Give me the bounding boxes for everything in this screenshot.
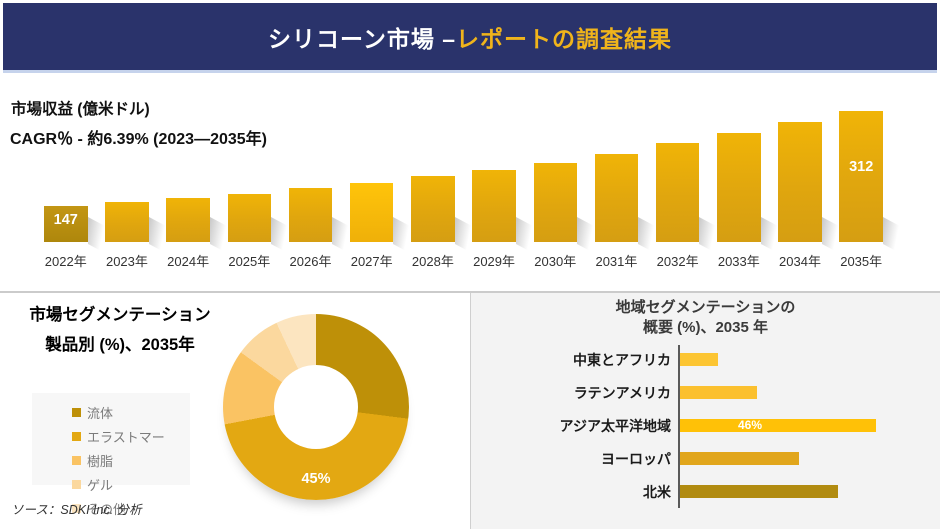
revenue-bar — [778, 121, 822, 242]
donut-hole — [274, 365, 358, 449]
bar-year-label: 2034年 — [779, 254, 821, 269]
product-chart-title: 市場セグメンテーション 製品別 (%)、2035年 — [5, 300, 235, 360]
bar-year-label: 2024年 — [167, 254, 210, 269]
legend-swatch — [72, 504, 81, 513]
revenue-bar-column: 2025年 — [227, 193, 272, 269]
legend-label: 樹脂 — [87, 454, 114, 469]
donut-percentage-label: 45% — [301, 471, 331, 487]
header-banner: シリコーン市場 –レポートの調査結果 — [3, 3, 937, 73]
revenue-bar-column: 2023年 — [105, 202, 149, 269]
legend-label: 流体 — [87, 406, 114, 421]
revenue-bar — [166, 197, 210, 242]
revenue-bar-column: 2024年 — [166, 197, 210, 269]
region-axis-line — [678, 345, 680, 508]
region-label: ヨーロッパ — [601, 450, 671, 467]
legend-swatch — [72, 408, 81, 417]
legend-item: エラストマー — [72, 427, 190, 446]
bar-value-label: 312 — [849, 159, 874, 175]
revenue-section: 市場収益 (億米ドル) CAGR％ - 約6.39% (2023―2035年) … — [0, 75, 940, 291]
bar-year-label: 2028年 — [411, 254, 454, 269]
bar-year-label: 2030年 — [534, 254, 577, 269]
revenue-bar — [349, 183, 394, 242]
region-label: 北米 — [643, 483, 671, 500]
region-label: ラテンアメリカ — [573, 384, 671, 401]
bar-value-label: 147 — [53, 212, 78, 228]
region-segmentation-panel: 地域セグメンテーションの 概要 (%)、2035 年 中東とアフリカ ラテンアメリ… — [470, 293, 940, 529]
revenue-bar — [227, 193, 272, 242]
legend-item: その他 — [72, 499, 190, 518]
revenue-bar — [717, 132, 761, 242]
legend-label: ゲル — [87, 478, 114, 493]
revenue-title: 市場収益 (億米ドル) — [11, 101, 150, 118]
region-row: 中東とアフリカ — [471, 351, 940, 368]
region-bar — [680, 451, 800, 466]
bar-year-label: 2035年 — [840, 254, 883, 269]
revenue-bar-column: 2033年 — [717, 132, 761, 269]
revenue-bar: 147 — [44, 206, 88, 242]
revenue-bar-column: 2028年 — [411, 176, 455, 269]
product-donut-chart: 45% — [223, 314, 409, 500]
region-bar: 46% — [680, 417, 876, 433]
page-title-accent: レポートの調査結果 — [456, 25, 673, 52]
region-bar — [680, 352, 719, 366]
section-divider — [0, 291, 940, 293]
region-row: アジア太平洋地域 46% — [471, 417, 940, 434]
bar-year-label: 2023年 — [105, 254, 148, 269]
product-legend: 流体エラストマー 樹脂ゲルその他 — [32, 393, 190, 517]
bar-year-label: 2027年 — [350, 254, 393, 269]
region-row: ラテンアメリカ — [471, 384, 940, 401]
legend-item: ゲル — [72, 475, 190, 494]
product-chart-title-line2: 製品別 (%)、2035年 — [45, 336, 195, 354]
region-label: アジア太平洋地域 — [559, 417, 671, 434]
legend-label: エラストマー — [87, 430, 165, 445]
revenue-bar — [411, 176, 455, 242]
product-chart-title-line1: 市場セグメンテーション — [29, 306, 211, 324]
legend-swatch — [72, 432, 81, 441]
page-title: シリコーン市場 –レポートの調査結果 — [268, 20, 672, 54]
region-row: ヨーロッパ — [471, 450, 940, 467]
revenue-bar — [472, 169, 516, 242]
legend-swatch — [72, 480, 81, 489]
revenue-bar-chart: 147 2022年 2023年 2024年 2025年 2026年 2027年 2028年 20… — [44, 111, 883, 269]
region-chart-title-line1: 地域セグメンテーションの — [615, 299, 796, 316]
region-chart-title-line2: 概要 (%)、2035 年 — [642, 319, 769, 336]
bar-year-label: 2022年 — [44, 254, 87, 269]
revenue-bar-column: 312 2035年 — [839, 111, 883, 269]
bar-year-label: 2033年 — [717, 254, 760, 269]
revenue-bar — [105, 202, 149, 242]
revenue-bar — [594, 154, 639, 242]
revenue-bar-column: 2034年 — [778, 121, 822, 269]
revenue-cagr-subtitle: CAGR％ - 約6.39% (2023―2035年) — [10, 131, 267, 148]
revenue-bar-column: 2026年 — [288, 188, 333, 269]
revenue-bar — [533, 162, 577, 242]
revenue-bar-column: 2031年 — [594, 154, 639, 269]
bar-year-label: 2032年 — [656, 254, 699, 269]
legend-label: その他 — [87, 502, 127, 517]
bar-year-label: 2029年 — [473, 254, 516, 269]
revenue-bar — [655, 143, 700, 242]
region-bar — [680, 385, 757, 400]
region-chart-title: 地域セグメンテーションの 概要 (%)、2035 年 — [471, 298, 940, 338]
bar-year-label: 2026年 — [289, 254, 332, 269]
revenue-bar — [288, 188, 333, 242]
bar-year-label: 2025年 — [228, 254, 271, 269]
region-bar — [680, 484, 838, 499]
product-segmentation-panel: 市場セグメンテーション 製品別 (%)、2035年 流体エラストマー 樹脂ゲルその… — [0, 293, 469, 529]
revenue-bar-column: 2032年 — [655, 143, 700, 269]
source-note: ソース：SDKI Inc. 分析 — [11, 503, 142, 517]
legend-swatch — [72, 456, 81, 465]
page-title-main: シリコーン市場 – — [267, 25, 457, 52]
revenue-bar-column: 2027年 — [349, 183, 394, 269]
region-row: 北米 — [471, 483, 940, 500]
region-label: 中東とアフリカ — [573, 351, 671, 368]
revenue-bar: 312 — [839, 111, 883, 242]
revenue-bar-column: 147 2022年 — [44, 206, 88, 269]
legend-item: 樹脂 — [72, 451, 190, 470]
revenue-bar-column: 2029年 — [472, 169, 516, 269]
legend-item: 流体 — [72, 403, 190, 422]
bar-year-label: 2031年 — [595, 254, 638, 269]
region-bar-value-label: 46% — [738, 417, 763, 432]
revenue-bar-column: 2030年 — [533, 162, 577, 269]
